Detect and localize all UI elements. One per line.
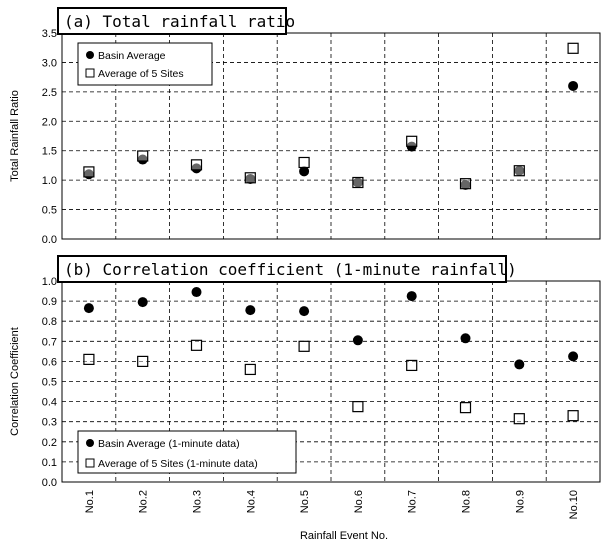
basin-average-point bbox=[245, 173, 256, 184]
y-tick-label: 0.7 bbox=[42, 336, 57, 348]
five-sites-point bbox=[567, 410, 579, 422]
y-tick-label: 3.0 bbox=[42, 57, 57, 69]
basin-average-point bbox=[191, 287, 202, 298]
legend-label: Basin Average (1-minute data) bbox=[98, 438, 240, 450]
basin-average-point bbox=[352, 177, 363, 188]
x-tick-label: No.2 bbox=[138, 490, 150, 513]
x-tick-label: No.1 bbox=[84, 490, 96, 513]
basin-average-point bbox=[137, 297, 148, 308]
five-sites-point bbox=[190, 339, 203, 351]
five-sites-point bbox=[244, 172, 256, 184]
five-sites-point bbox=[567, 42, 579, 54]
y-tick-label: 1.0 bbox=[42, 175, 57, 187]
five-sites-point bbox=[352, 401, 364, 413]
basin-average-point bbox=[245, 305, 256, 316]
x-tick-label: No.10 bbox=[568, 490, 580, 519]
x-tick-label: No.5 bbox=[299, 490, 311, 513]
basin-average-point bbox=[568, 351, 579, 362]
y-tick-label: 0.3 bbox=[42, 417, 57, 429]
y-axis-title: Total Rainfall Ratio bbox=[9, 90, 21, 182]
legend-label: Basin Average bbox=[98, 50, 166, 62]
x-tick-label: No.8 bbox=[461, 490, 473, 513]
y-tick-label: 2.5 bbox=[42, 87, 57, 99]
panel-title-box bbox=[57, 7, 287, 35]
x-tick-label: No.6 bbox=[353, 490, 365, 513]
y-tick-label: 0.0 bbox=[42, 477, 57, 489]
legend-box bbox=[77, 430, 297, 474]
x-tick-label: No.3 bbox=[192, 490, 204, 513]
five-sites-point bbox=[83, 353, 95, 365]
y-tick-label: 0.4 bbox=[42, 397, 57, 409]
y-tick-label: 0.0 bbox=[42, 234, 57, 246]
x-axis-title: Rainfall Event No. bbox=[300, 530, 388, 542]
basin-average-point bbox=[514, 359, 525, 370]
basin-average-point bbox=[514, 165, 525, 176]
five-sites-point bbox=[459, 402, 472, 414]
basin-average-point bbox=[299, 306, 310, 317]
basin-average-point bbox=[568, 80, 579, 91]
legend-label: Average of 5 Sites bbox=[98, 68, 184, 80]
panel-title-box bbox=[57, 255, 507, 283]
y-tick-label: 3.5 bbox=[42, 28, 57, 40]
five-sites-point bbox=[513, 413, 525, 425]
basin-average-point bbox=[460, 333, 471, 344]
basin-average-point bbox=[299, 166, 310, 177]
panel-b-correlation-coefficient: 0.0 0.1 0.2 0.3 0.4 0.5 0.6 0.7 0.8 0.9 1.0 Correla… bbox=[9, 255, 601, 519]
legend-circle-icon bbox=[86, 51, 94, 59]
y-tick-label: 0.5 bbox=[42, 205, 57, 217]
y-tick-label: 0.9 bbox=[42, 296, 57, 308]
basin-average-point bbox=[352, 335, 363, 346]
five-sites-point bbox=[406, 135, 418, 147]
legend-square-icon bbox=[85, 68, 95, 78]
y-tick-label: 0.8 bbox=[42, 316, 57, 328]
y-axis-title: Correlation Coefficient bbox=[9, 327, 21, 436]
plot-frame bbox=[61, 32, 601, 240]
five-sites-point bbox=[244, 363, 256, 376]
legend-square-icon bbox=[85, 458, 95, 468]
five-sites-point bbox=[190, 159, 203, 171]
x-tick-label: No.7 bbox=[407, 490, 419, 513]
legend-box bbox=[77, 42, 213, 86]
basin-average-point bbox=[191, 163, 202, 174]
y-tick-label: 0.5 bbox=[42, 377, 57, 389]
five-sites-point bbox=[83, 166, 95, 178]
y-tick-label: 2.0 bbox=[42, 116, 57, 128]
panel-title: (a) Total rainfall ratio bbox=[64, 12, 295, 31]
legend-circle-icon bbox=[86, 439, 94, 447]
five-sites-point bbox=[298, 340, 310, 352]
five-sites-point bbox=[352, 176, 364, 189]
five-sites-point bbox=[137, 355, 149, 367]
panel-title: (b) Correlation coefficient (1-minute ra… bbox=[64, 260, 517, 279]
y-tick-label: 0.2 bbox=[42, 437, 57, 449]
y-tick-label: 1.5 bbox=[42, 146, 57, 158]
y-tick-label: 1.0 bbox=[42, 276, 57, 288]
five-sites-point bbox=[298, 156, 310, 169]
x-tick-label: No.4 bbox=[245, 490, 257, 513]
basin-average-point bbox=[460, 179, 471, 190]
basin-average-point bbox=[83, 303, 94, 314]
panel-a-total-rainfall-ratio: 0.0 0.5 1.0 1.5 2.0 2.5 3.0 3.5 Total Rainfall R… bbox=[9, 7, 601, 246]
five-sites-point bbox=[137, 150, 149, 162]
basin-average-point bbox=[406, 291, 417, 302]
five-sites-point bbox=[513, 165, 525, 177]
five-sites-point bbox=[406, 359, 418, 372]
y-tick-label: 0.1 bbox=[42, 457, 57, 469]
five-sites-point bbox=[459, 178, 472, 190]
legend-label: Average of 5 Sites (1-minute data) bbox=[98, 458, 258, 470]
basin-average-point bbox=[137, 154, 148, 165]
x-tick-label: No.9 bbox=[514, 490, 526, 513]
y-tick-label: 0.6 bbox=[42, 356, 57, 368]
